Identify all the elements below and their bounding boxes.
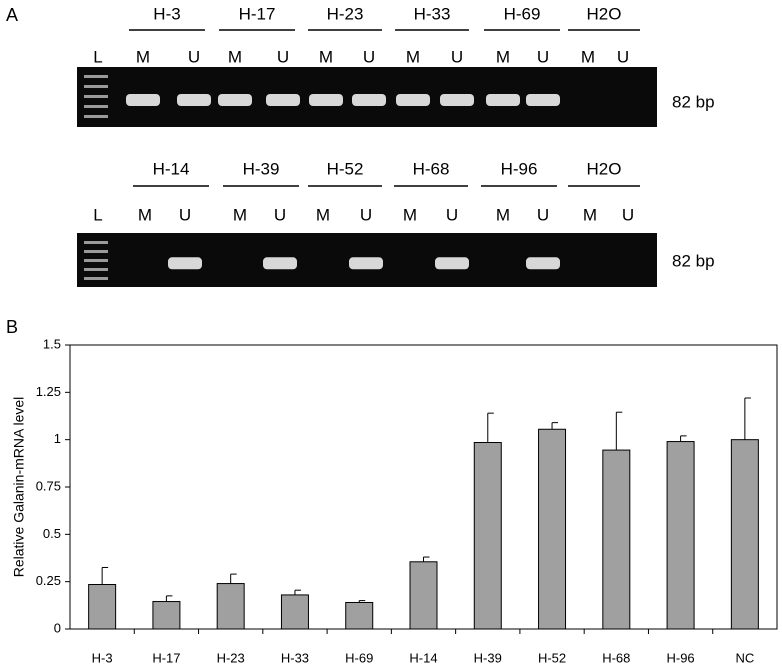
lane-label: U bbox=[622, 205, 634, 224]
lane-label: M bbox=[583, 205, 597, 224]
ladder-band bbox=[84, 259, 108, 262]
gel-band bbox=[309, 94, 343, 106]
lane-label: L bbox=[93, 205, 102, 224]
x-tick-label: H-96 bbox=[666, 650, 694, 665]
bar bbox=[216, 583, 245, 630]
gel-band bbox=[526, 94, 560, 106]
group-label: H-3 bbox=[153, 4, 180, 23]
x-tick-label: H-52 bbox=[538, 650, 566, 665]
lane-label: M bbox=[136, 47, 150, 66]
gel-band bbox=[440, 94, 474, 106]
group-label: H-17 bbox=[239, 4, 276, 23]
bar bbox=[409, 561, 438, 630]
x-tick-label: H-14 bbox=[409, 650, 437, 665]
group-label: H-33 bbox=[414, 4, 451, 23]
lane-label: L bbox=[93, 47, 102, 66]
gel-band bbox=[486, 94, 520, 106]
ladder-band bbox=[84, 268, 108, 271]
band-size-label: 82 bp bbox=[672, 251, 715, 270]
x-tick-label: NC bbox=[735, 650, 754, 665]
group-label: H-96 bbox=[501, 159, 538, 178]
y-tick-label: 0.25 bbox=[36, 573, 61, 588]
bar bbox=[88, 584, 117, 630]
lane-label: M bbox=[233, 205, 247, 224]
lane-label: U bbox=[188, 47, 200, 66]
bar bbox=[730, 439, 759, 630]
bar bbox=[602, 449, 631, 630]
y-tick-label: 0 bbox=[54, 620, 61, 635]
ladder-band bbox=[84, 250, 108, 253]
lane-label: M bbox=[403, 205, 417, 224]
gel-band bbox=[263, 257, 297, 270]
bar bbox=[473, 442, 502, 630]
lane-label: U bbox=[446, 205, 458, 224]
lane-label: U bbox=[274, 205, 286, 224]
y-tick-label: 0.75 bbox=[36, 478, 61, 493]
lane-label: U bbox=[277, 47, 289, 66]
panel-label: A bbox=[6, 5, 18, 25]
lane-label: M bbox=[496, 47, 510, 66]
bar bbox=[152, 601, 181, 630]
group-label: H2O bbox=[587, 159, 622, 178]
y-axis-title: Relative Galanin-mRNA level bbox=[11, 397, 27, 578]
group-label: H2O bbox=[587, 4, 622, 23]
x-tick-label: H-33 bbox=[281, 650, 309, 665]
y-tick-label: 0.5 bbox=[43, 526, 61, 541]
lane-label: M bbox=[228, 47, 242, 66]
lane-label: M bbox=[406, 47, 420, 66]
gel-band bbox=[126, 94, 160, 106]
lane-label: U bbox=[451, 47, 463, 66]
bar bbox=[280, 594, 309, 630]
x-tick-label: H-68 bbox=[602, 650, 630, 665]
group-label: H-14 bbox=[153, 159, 190, 178]
x-tick-label: H-39 bbox=[474, 650, 502, 665]
ladder-band bbox=[84, 85, 108, 88]
lane-label: M bbox=[319, 47, 333, 66]
x-tick-label: H-23 bbox=[217, 650, 245, 665]
group-label: H-69 bbox=[504, 4, 541, 23]
gel-band bbox=[396, 94, 430, 106]
gel-band bbox=[218, 94, 252, 106]
lane-label: M bbox=[138, 205, 152, 224]
group-label: H-68 bbox=[413, 159, 450, 178]
bar bbox=[538, 428, 567, 630]
gel-band bbox=[435, 257, 469, 270]
ladder-band bbox=[84, 241, 108, 244]
gel-band bbox=[266, 94, 300, 106]
lane-label: M bbox=[581, 47, 595, 66]
y-tick-label: 1 bbox=[54, 431, 61, 446]
gel-band bbox=[352, 94, 386, 106]
x-tick-label: H-69 bbox=[345, 650, 373, 665]
x-tick-label: H-3 bbox=[92, 650, 113, 665]
group-label: H-39 bbox=[243, 159, 280, 178]
lane-label: U bbox=[617, 47, 629, 66]
ladder-band bbox=[84, 115, 108, 118]
lane-label: U bbox=[179, 205, 191, 224]
lane-label: U bbox=[360, 205, 372, 224]
ladder-band bbox=[84, 105, 108, 108]
gel-band bbox=[349, 257, 383, 270]
group-label: H-23 bbox=[327, 4, 364, 23]
lane-label: U bbox=[363, 47, 375, 66]
bar bbox=[345, 601, 374, 630]
lane-label: U bbox=[537, 205, 549, 224]
lane-label: M bbox=[316, 205, 330, 224]
panel-label: B bbox=[6, 317, 18, 337]
gel-band bbox=[526, 257, 560, 270]
group-label: H-52 bbox=[327, 159, 364, 178]
lane-label: M bbox=[496, 205, 510, 224]
gel-band bbox=[168, 257, 202, 270]
x-tick-label: H-17 bbox=[152, 650, 180, 665]
lane-label: U bbox=[537, 47, 549, 66]
ladder-band bbox=[84, 95, 108, 98]
y-tick-label: 1.25 bbox=[36, 384, 61, 399]
gel-band bbox=[177, 94, 211, 106]
ladder-band bbox=[84, 277, 108, 280]
ladder-band bbox=[84, 75, 108, 78]
y-tick-label: 1.5 bbox=[43, 336, 61, 351]
bar bbox=[666, 441, 695, 630]
band-size-label: 82 bp bbox=[672, 92, 715, 111]
